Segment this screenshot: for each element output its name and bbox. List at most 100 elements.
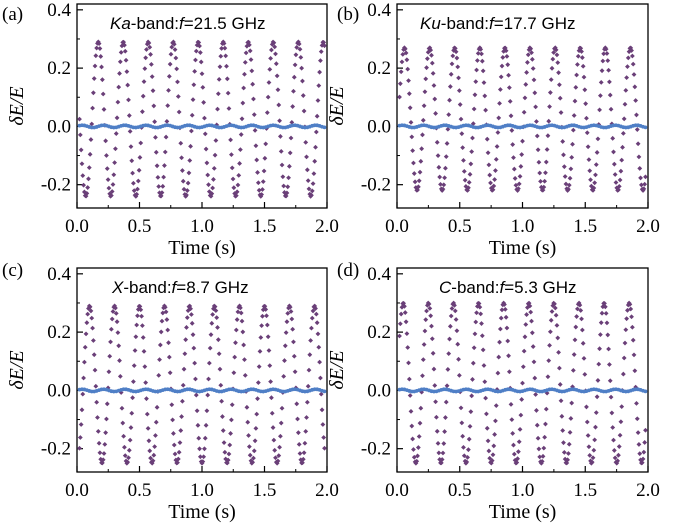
oscillation-point: [497, 87, 503, 92]
oscillation-point: [479, 51, 484, 57]
oscillation-point: [88, 308, 94, 314]
oscillation-point: [220, 428, 226, 433]
oscillation-point: [117, 59, 123, 65]
oscillation-point: [443, 415, 448, 420]
oscillation-point: [594, 394, 600, 400]
oscillation-point: [282, 343, 288, 349]
oscillation-point: [243, 50, 249, 56]
oscillation-point: [555, 335, 561, 341]
oscillation-point: [301, 450, 307, 456]
oscillation-point: [461, 168, 467, 174]
oscillation-point: [258, 335, 264, 340]
oscillation-point: [498, 315, 504, 321]
oscillation-point: [239, 318, 245, 324]
oscillation-point: [632, 84, 638, 90]
oscillation-point: [553, 312, 559, 318]
oscillation-point: [77, 132, 83, 138]
oscillation-point: [412, 179, 418, 185]
oscillation-point: [518, 164, 524, 169]
oscillation-point: [160, 183, 166, 189]
oscillation-point: [478, 311, 484, 317]
oscillation-point: [106, 369, 112, 375]
oscillation-point: [206, 182, 211, 188]
oscillation-point: [190, 97, 196, 102]
oscillation-point: [561, 440, 566, 446]
oscillation-point: [561, 449, 567, 455]
oscillation-point: [454, 328, 460, 334]
oscillation-point: [210, 185, 216, 191]
oscillation-point: [546, 358, 552, 363]
oscillation-point: [540, 453, 546, 459]
oscillation-point: [189, 112, 195, 118]
oscillation-point: [561, 152, 566, 158]
oscillation-point: [146, 438, 152, 444]
oscillation-point: [300, 93, 306, 98]
oscillation-point: [420, 357, 426, 363]
oscillation-point: [547, 329, 553, 335]
oscillation-point: [87, 304, 93, 310]
oscillation-point: [486, 162, 492, 168]
oscillation-point: [620, 130, 626, 136]
oscillation-point: [609, 410, 615, 416]
oscillation-point: [619, 157, 625, 163]
oscillation-point: [111, 172, 117, 178]
oscillation-point: [172, 47, 178, 53]
oscillation-point: [429, 323, 434, 329]
oscillation-point: [195, 422, 201, 428]
oscillation-point: [545, 133, 551, 139]
oscillation-point: [119, 43, 125, 49]
oscillation-point: [458, 116, 464, 122]
oscillation-point: [543, 170, 548, 176]
oscillation-point: [309, 188, 315, 194]
oscillation-point: [570, 368, 576, 373]
oscillation-point: [289, 119, 295, 125]
oscillation-point: [437, 174, 443, 180]
oscillation-point: [154, 163, 160, 169]
oscillation-point: [85, 185, 91, 190]
x-tick-label: 0.0: [65, 480, 89, 501]
oscillation-point: [179, 414, 184, 419]
oscillation-point: [191, 82, 197, 88]
oscillation-point: [537, 454, 543, 460]
oscillation-point: [508, 401, 514, 407]
oscillation-point: [503, 314, 509, 320]
oscillation-point: [459, 420, 465, 426]
oscillation-point: [452, 45, 458, 51]
oscillation-point: [127, 128, 133, 134]
oscillation-point: [117, 373, 123, 379]
oscillation-point: [456, 356, 461, 362]
oscillation-point: [445, 367, 451, 372]
oscillation-point: [199, 460, 205, 466]
oscillation-point: [183, 337, 189, 343]
oscillation-point: [90, 338, 96, 343]
oscillation-point: [242, 59, 248, 65]
oscillation-point: [504, 54, 510, 59]
oscillation-point: [114, 115, 120, 121]
oscillation-point: [448, 71, 454, 77]
oscillation-point: [194, 408, 200, 414]
oscillation-point: [77, 435, 83, 440]
oscillation-point: [320, 422, 326, 427]
oscillation-point: [552, 305, 558, 311]
oscillation-point: [635, 430, 641, 436]
oscillation-point: [535, 435, 541, 441]
oscillation-point: [622, 340, 628, 346]
oscillation-point: [83, 331, 89, 337]
oscillation-point: [81, 375, 86, 381]
oscillation-point: [486, 448, 492, 454]
oscillation-point: [607, 92, 613, 98]
oscillation-point: [140, 335, 146, 340]
oscillation-point: [497, 326, 503, 332]
oscillation-point: [184, 192, 189, 198]
oscillation-point: [313, 306, 318, 311]
oscillation-point: [279, 162, 285, 168]
oscillation-point: [487, 172, 493, 178]
oscillation-point: [603, 310, 609, 316]
oscillation-point: [599, 310, 605, 316]
oscillation-point: [250, 459, 256, 465]
oscillation-point: [197, 50, 203, 55]
oscillation-point: [265, 94, 271, 100]
oscillation-point: [142, 364, 148, 370]
oscillation-point: [436, 164, 442, 170]
oscillation-point: [297, 46, 303, 52]
